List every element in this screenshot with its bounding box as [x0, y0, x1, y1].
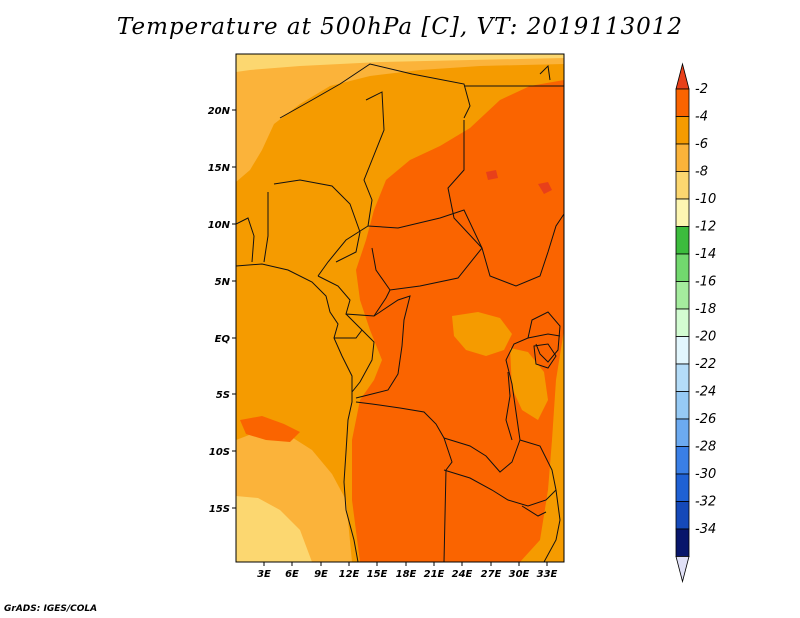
border-congo	[345, 313, 375, 393]
colorbar-swatch	[675, 198, 690, 227]
colorbar-swatch	[675, 143, 690, 172]
colorbar-arrow-top	[675, 62, 690, 90]
longitude-labels: 3E 6E 9E 12E 15E 18E 21E 24E 27E 30E 33E	[257, 569, 557, 580]
border-gabon	[334, 329, 363, 339]
colorbar-swatch	[675, 116, 690, 145]
colorbar-swatch	[675, 281, 690, 310]
lon-label: 9E	[314, 569, 328, 580]
colorbar-swatch	[675, 528, 690, 557]
border-zambia	[443, 469, 557, 507]
lon-label: 18E	[396, 569, 417, 580]
country-borders	[236, 63, 564, 562]
lon-label: 27E	[481, 569, 502, 580]
colorbar-label: -26	[695, 412, 716, 427]
colorbar-swatch	[675, 171, 690, 200]
coastline-west-africa	[236, 263, 359, 562]
colorbar-swatch	[675, 336, 690, 365]
colorbar-label: -30	[695, 467, 716, 482]
colorbar-label: -12	[695, 220, 716, 235]
lat-label: EQ	[215, 334, 231, 345]
colorbar-label: -34	[695, 522, 716, 537]
lon-label: 24E	[452, 569, 473, 580]
border-lake-malawi	[521, 505, 547, 517]
lon-label: 21E	[424, 569, 445, 580]
map-frame	[235, 53, 565, 563]
colorbar-label: -8	[695, 165, 708, 180]
lat-label: 5N	[215, 277, 231, 288]
lon-label: 12E	[339, 569, 360, 580]
field-patch-2to0-east-2	[486, 170, 498, 180]
field-band-10to-8-north	[236, 54, 564, 72]
colorbar-swatch	[675, 501, 690, 530]
colorbar-label: -24	[695, 385, 716, 400]
chart-title: Temperature at 500hPa [C], VT: 201911301…	[116, 14, 684, 40]
colorbar-swatch	[675, 308, 690, 337]
colorbar-swatch	[675, 418, 690, 447]
lon-label: 30E	[509, 569, 530, 580]
border-nigeria	[273, 179, 361, 263]
border-tanzania	[519, 439, 561, 562]
border-east-corner	[539, 64, 551, 81]
field-patch-6to-4-lakes	[510, 348, 548, 420]
lon-label: 33E	[537, 569, 558, 580]
lat-label: 10N	[208, 220, 231, 231]
border-chad-sudan	[447, 120, 564, 287]
field-band-8to-6-north	[236, 54, 564, 182]
lon-label: 6E	[285, 569, 299, 580]
lat-label: 5S	[216, 390, 230, 401]
lat-label: 15S	[209, 504, 230, 515]
colorbar-swatch	[675, 253, 690, 282]
colorbar-arrow-bottom	[675, 556, 690, 584]
colorbar-label: -22	[695, 357, 716, 372]
colorbar-swatch	[675, 446, 690, 475]
border-west-small	[236, 217, 255, 263]
colorbar-label: -16	[695, 275, 716, 290]
colorbar-swatch	[675, 391, 690, 420]
colorbar: -2 -4 -6 -8 -10 -12 -14 -16 -18 -20 -22 -24 -26 -28 -3…	[675, 62, 716, 584]
border-uganda-kenya	[527, 311, 561, 363]
colorbar-swatch	[675, 226, 690, 255]
colorbar-label: -32	[695, 495, 716, 510]
border-central-1	[317, 91, 385, 277]
border-nigeria-west	[263, 192, 269, 263]
colorbar-swatch	[675, 473, 690, 502]
colorbar-label: -18	[695, 302, 716, 317]
border-drc-angola	[355, 401, 453, 562]
lon-label: 15E	[367, 569, 388, 580]
colorbar-label: -28	[695, 440, 716, 455]
border-lake-victoria	[533, 343, 557, 369]
colorbar-label: -4	[695, 110, 708, 125]
colorbar-label: -2	[695, 82, 708, 97]
border-sahara-north	[279, 63, 471, 119]
border-drc-west	[355, 295, 411, 399]
temperature-field	[236, 54, 564, 562]
border-lake-tanganyika	[505, 371, 513, 441]
colorbar-label: -20	[695, 330, 716, 345]
field-patch-4to-2-west	[240, 416, 300, 442]
axis-ticks	[232, 109, 548, 566]
colorbar-swatch	[675, 363, 690, 392]
grads-credit: GrADS: IGES/COLA	[4, 604, 98, 614]
lat-label: 20N	[208, 106, 231, 117]
colorbar-label: -6	[695, 137, 708, 152]
border-car	[367, 209, 483, 291]
field-band-10to-8-southwest	[236, 496, 312, 562]
colorbar-label: -10	[695, 192, 716, 207]
field-patch-2to0-east	[538, 182, 552, 194]
colorbar-label: -14	[695, 247, 716, 262]
field-patch-6to-4-interior	[452, 312, 512, 356]
lat-label: 10S	[209, 447, 230, 458]
lon-label: 3E	[257, 569, 271, 580]
latitude-labels: 20N 15N 10N 5N EQ 5S 10S 15S	[208, 106, 231, 515]
lat-label: 15N	[208, 163, 231, 174]
colorbar-swatch	[675, 88, 690, 117]
